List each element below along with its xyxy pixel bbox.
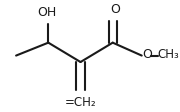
Text: O: O	[143, 48, 152, 61]
Text: O: O	[110, 3, 120, 16]
Text: =CH₂: =CH₂	[65, 96, 96, 109]
Text: CH₃: CH₃	[158, 48, 180, 61]
Text: OH: OH	[37, 6, 56, 19]
